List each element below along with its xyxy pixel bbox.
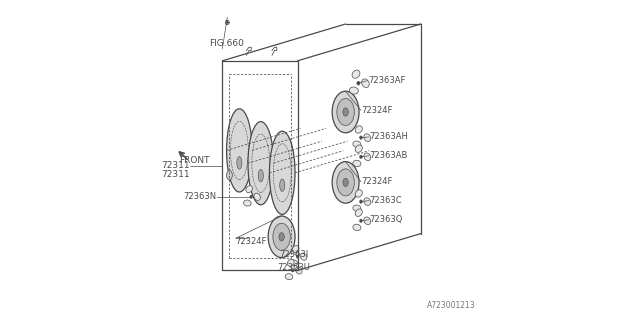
Ellipse shape <box>285 274 292 280</box>
Ellipse shape <box>225 20 229 25</box>
Ellipse shape <box>279 233 284 241</box>
Ellipse shape <box>246 186 253 193</box>
Ellipse shape <box>227 170 232 180</box>
Ellipse shape <box>248 122 274 205</box>
Text: A723001213: A723001213 <box>427 301 475 310</box>
Text: 72363U: 72363U <box>277 263 310 272</box>
Ellipse shape <box>287 259 294 266</box>
Ellipse shape <box>237 157 242 169</box>
Text: 72363AB: 72363AB <box>370 151 408 160</box>
Text: 72363AF: 72363AF <box>368 76 405 85</box>
Ellipse shape <box>269 131 295 214</box>
Ellipse shape <box>292 245 299 252</box>
Ellipse shape <box>296 255 299 258</box>
Ellipse shape <box>355 209 362 216</box>
Ellipse shape <box>273 223 291 250</box>
Text: 72363N: 72363N <box>183 192 216 201</box>
Ellipse shape <box>337 169 355 196</box>
Ellipse shape <box>300 253 307 260</box>
Text: 72324F: 72324F <box>362 106 393 115</box>
Ellipse shape <box>364 134 371 141</box>
Ellipse shape <box>343 178 348 187</box>
Ellipse shape <box>353 160 361 167</box>
Ellipse shape <box>353 205 361 212</box>
Ellipse shape <box>254 193 260 200</box>
Ellipse shape <box>360 200 362 203</box>
Ellipse shape <box>250 195 253 198</box>
Ellipse shape <box>227 109 252 192</box>
Ellipse shape <box>291 269 294 272</box>
Text: 72363AH: 72363AH <box>370 132 408 141</box>
Ellipse shape <box>332 162 359 203</box>
Ellipse shape <box>360 219 362 222</box>
Ellipse shape <box>357 81 360 85</box>
Ellipse shape <box>343 108 348 116</box>
Text: 72363Q: 72363Q <box>370 215 403 224</box>
Ellipse shape <box>290 260 298 266</box>
Ellipse shape <box>364 217 371 225</box>
Ellipse shape <box>355 126 362 133</box>
Ellipse shape <box>268 216 295 258</box>
Ellipse shape <box>349 87 358 94</box>
Text: FRONT: FRONT <box>179 156 210 164</box>
Ellipse shape <box>244 200 251 206</box>
Text: 72324F: 72324F <box>362 177 393 186</box>
Ellipse shape <box>360 155 362 158</box>
Ellipse shape <box>355 145 362 152</box>
Ellipse shape <box>259 170 264 182</box>
Ellipse shape <box>353 141 361 148</box>
Ellipse shape <box>355 190 362 197</box>
Ellipse shape <box>364 153 371 161</box>
Text: 72363C: 72363C <box>370 196 402 205</box>
Text: 72311: 72311 <box>161 170 189 179</box>
Text: 72324F: 72324F <box>236 237 267 246</box>
Text: 72363I: 72363I <box>280 250 308 259</box>
Text: 72311: 72311 <box>161 161 189 170</box>
Ellipse shape <box>296 267 302 274</box>
Ellipse shape <box>360 136 362 139</box>
Ellipse shape <box>280 179 285 191</box>
Ellipse shape <box>362 79 369 87</box>
Ellipse shape <box>353 224 361 231</box>
Ellipse shape <box>364 198 371 205</box>
Ellipse shape <box>332 91 359 133</box>
Text: FIG.660: FIG.660 <box>210 39 244 48</box>
Ellipse shape <box>337 99 355 125</box>
Ellipse shape <box>352 70 360 78</box>
